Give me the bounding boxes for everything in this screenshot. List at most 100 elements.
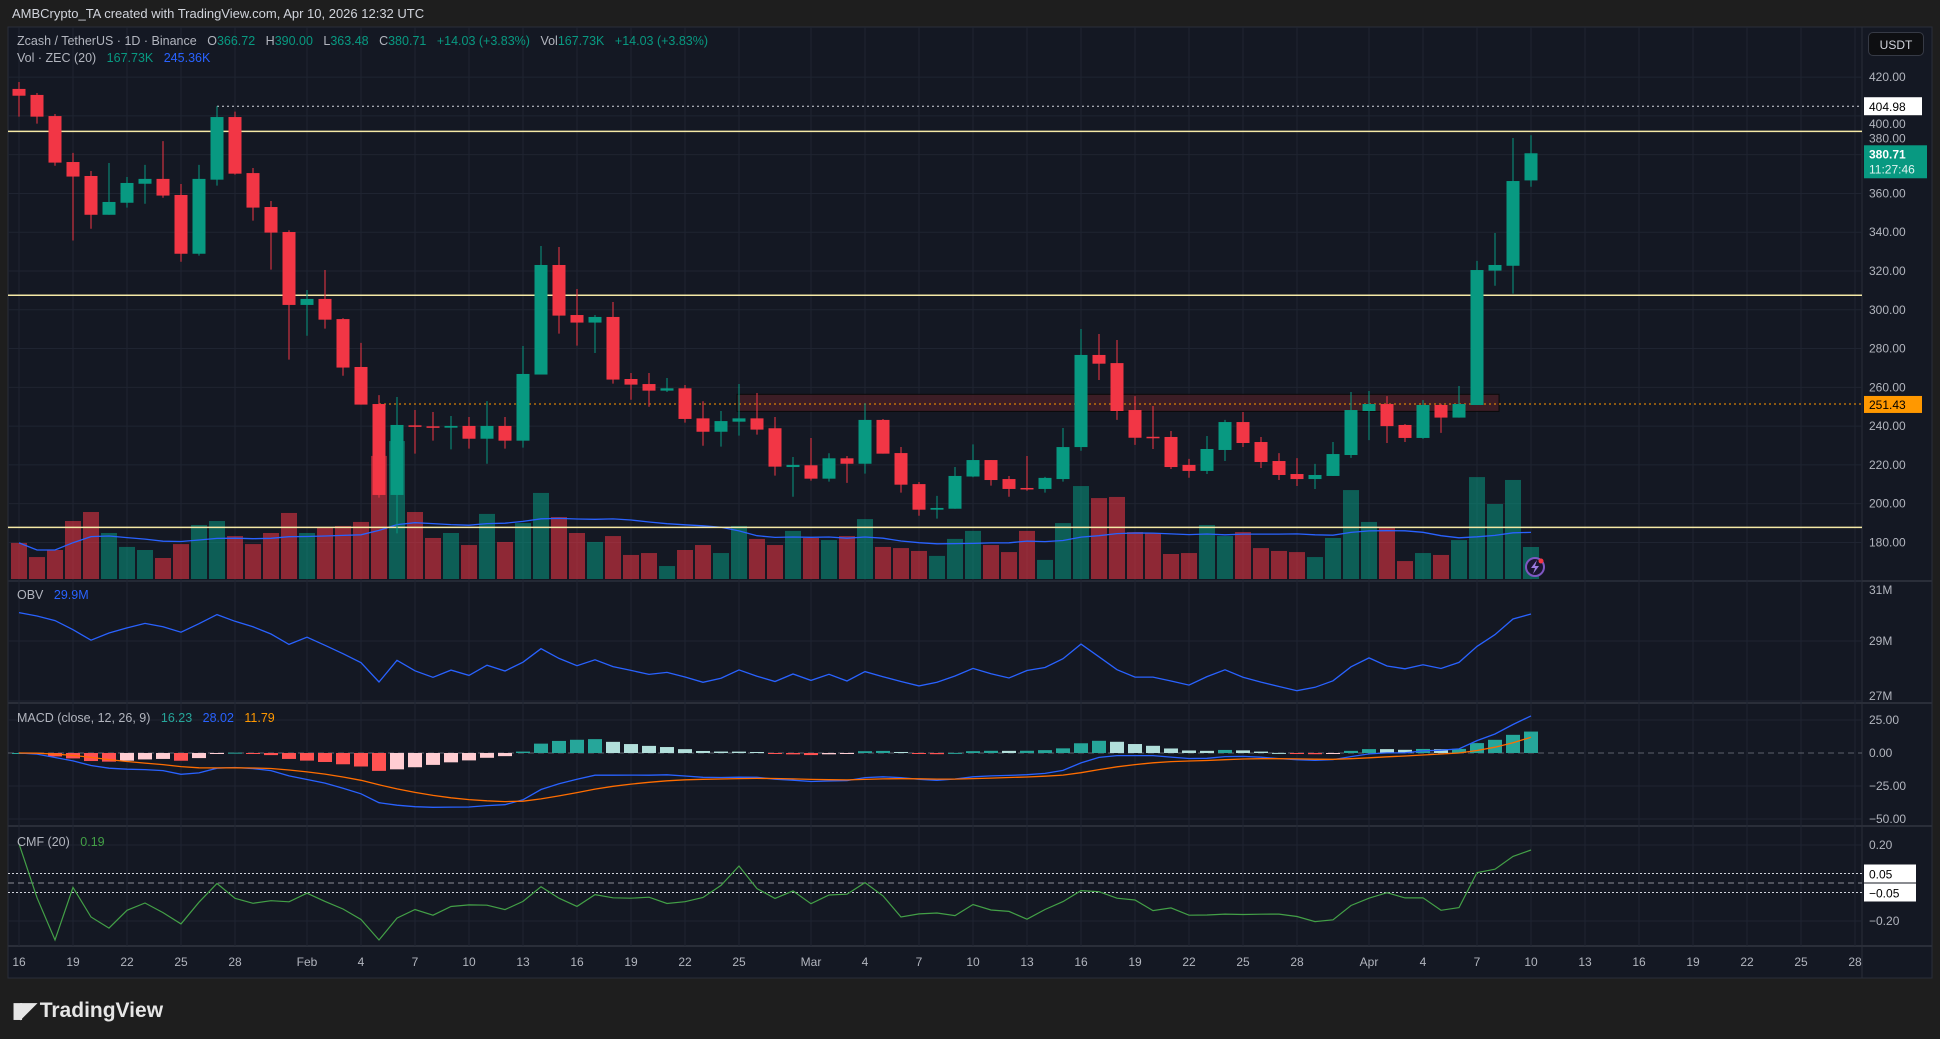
candle-body (696, 418, 710, 432)
currency-button[interactable]: USDT (1868, 32, 1924, 56)
volume-bar (569, 533, 585, 579)
candle-body (786, 464, 800, 468)
volume-bar (1091, 498, 1107, 579)
axes[interactable]: 16 19 22 25 28 Feb 4 7 10 13 16 19 22 25 Mar 4 7 10 13 16 19… (12, 70, 1927, 969)
candle-body (318, 298, 332, 320)
tradingview-logo[interactable]: ▮◤ TradingView (12, 998, 163, 1023)
candle-body (534, 264, 548, 375)
macd-tick-label: 25.00 (1869, 713, 1899, 727)
level-price-label: 251.43 (1869, 398, 1906, 412)
volume-bar (1253, 548, 1269, 579)
cmf-pane[interactable] (8, 843, 1862, 942)
grid (8, 27, 1932, 978)
low-value: 363.48 (330, 34, 369, 48)
candle-body (1110, 363, 1124, 411)
macd-histogram-bar (984, 750, 998, 753)
price-pane[interactable] (8, 81, 1862, 579)
candle-body (570, 315, 584, 323)
cmf-tick-label: −0.20 (1869, 914, 1900, 928)
candle-body (138, 178, 152, 184)
candle-body (462, 425, 476, 439)
price-tick-label: 240.00 (1869, 419, 1906, 433)
open-label: O (207, 34, 217, 48)
volume-bar (893, 548, 909, 579)
candle-body (1326, 454, 1340, 476)
last-price-label: 380.71 (1869, 147, 1906, 161)
candle-body (606, 316, 620, 380)
volume-bar (101, 533, 117, 579)
macd-pane[interactable] (12, 715, 1538, 808)
volume-bar (911, 550, 927, 579)
cmf-band-label: −0.05 (1869, 887, 1900, 901)
alert-icon[interactable] (1525, 557, 1545, 577)
vol-change-value: +14.03 (+3.83%) (614, 34, 709, 48)
volume-bar (821, 540, 837, 579)
candle-body (894, 453, 908, 485)
macd-histogram-bar (1344, 750, 1358, 753)
macd-histogram-bar (102, 753, 116, 762)
price-tick-label: 360.00 (1869, 186, 1906, 200)
macd-histogram-bar (390, 753, 404, 770)
time-tick-label: 13 (1578, 955, 1592, 969)
candle-body (552, 264, 566, 316)
volume-bar (1271, 550, 1287, 579)
volume-bar (1487, 504, 1503, 579)
time-tick-label: 25 (732, 955, 746, 969)
macd-histogram-bar (1380, 749, 1394, 753)
high-price-label: 404.98 (1869, 100, 1906, 114)
obv-tick-label: 29M (1869, 634, 1892, 648)
candle-body (1074, 354, 1088, 448)
volume-bar (749, 538, 765, 579)
macd-histogram-bar (282, 753, 296, 759)
candle-body (930, 507, 944, 510)
volume-bar (551, 516, 567, 579)
volume-legend-label[interactable]: Vol · ZEC (20) (17, 51, 97, 65)
obv-pane[interactable] (18, 611, 1532, 692)
macd-histogram-bar (1128, 744, 1142, 753)
symbol-title[interactable]: Zcash / TetherUS · 1D · Binance (17, 34, 197, 48)
time-tick-label: 25 (1236, 955, 1250, 969)
candle-body (228, 117, 242, 174)
volume-bar (929, 555, 945, 579)
time-tick-label: 25 (174, 955, 188, 969)
candle-body (1506, 181, 1520, 266)
candle-body (732, 418, 746, 422)
symbol-legend: Zcash / TetherUS · 1D · Binance O366.72 … (17, 34, 708, 48)
volume-bar (1163, 554, 1179, 579)
macd-histogram-bar (642, 745, 656, 753)
volume-legend-value: 167.73K (106, 51, 154, 65)
volume-bar (1235, 532, 1251, 579)
volume-bar (173, 544, 189, 579)
volume-bar (659, 566, 675, 579)
candle-body (660, 388, 674, 391)
volume-bar (245, 544, 261, 579)
macd-histogram-bar (678, 749, 692, 753)
macd-label[interactable]: MACD (close, 12, 26, 9) (17, 711, 151, 725)
time-tick-label: 7 (1474, 955, 1481, 969)
candle-body (1218, 422, 1232, 450)
cmf-line (18, 843, 1532, 942)
candle-body (1416, 404, 1430, 438)
candle-body (390, 424, 404, 495)
volume-bar (317, 527, 333, 579)
time-tick-label: 16 (1632, 955, 1646, 969)
candle-body (1236, 422, 1250, 443)
volume-bar (623, 554, 639, 579)
candle-body (858, 419, 872, 464)
time-tick-label: 22 (678, 955, 692, 969)
cmf-band-label-box (1864, 864, 1916, 883)
candle-body (1344, 410, 1358, 456)
obv-label[interactable]: OBV (17, 588, 44, 602)
open-value: 366.72 (216, 34, 256, 48)
time-tick-label: 7 (916, 955, 923, 969)
cmf-label[interactable]: CMF (20) (17, 835, 70, 849)
volume-bar (677, 549, 693, 579)
macd-histogram-bar (426, 753, 440, 765)
candle-body (804, 465, 818, 479)
time-tick-label: 10 (966, 955, 980, 969)
macd-histogram-bar (948, 752, 962, 754)
volume-bar (1451, 540, 1467, 579)
volume-bar (641, 553, 657, 579)
macd-histogram-bar (354, 753, 368, 767)
